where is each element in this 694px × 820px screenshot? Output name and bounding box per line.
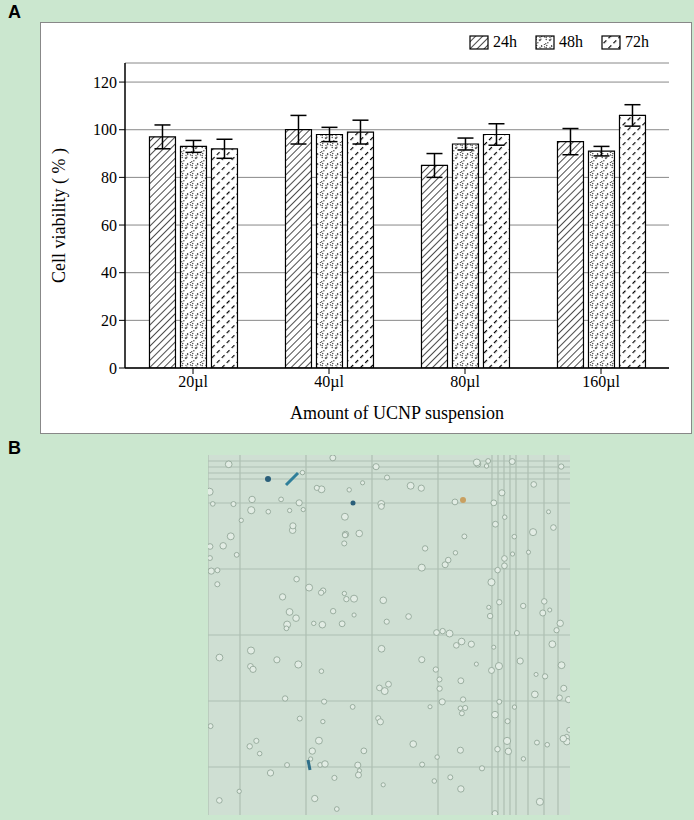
html-text:24h: 24h (493, 33, 517, 50)
html-text:A: A (8, 2, 21, 22)
svg-text:0: 0 (109, 360, 117, 377)
svg-text:160µl: 160µl (582, 373, 620, 391)
html-text:72h: 72h (625, 33, 649, 50)
svg-text:120: 120 (93, 74, 117, 91)
svg-text:20: 20 (101, 312, 117, 329)
svg-text:60: 60 (101, 217, 117, 234)
svg-text:40: 40 (101, 264, 117, 281)
svg-text:80µl: 80µl (450, 373, 480, 391)
svg-text:Amount of UCNP suspension: Amount of UCNP suspension (290, 403, 504, 423)
svg-text:80: 80 (101, 169, 117, 186)
svg-text:20µl: 20µl (178, 373, 208, 391)
svg-text:100: 100 (93, 121, 117, 138)
html-text:48h: 48h (559, 33, 583, 50)
html-text:B: B (8, 438, 21, 458)
svg-text:Cell viability ( % ): Cell viability ( % ) (49, 148, 70, 283)
svg-text:40µl: 40µl (314, 373, 344, 391)
